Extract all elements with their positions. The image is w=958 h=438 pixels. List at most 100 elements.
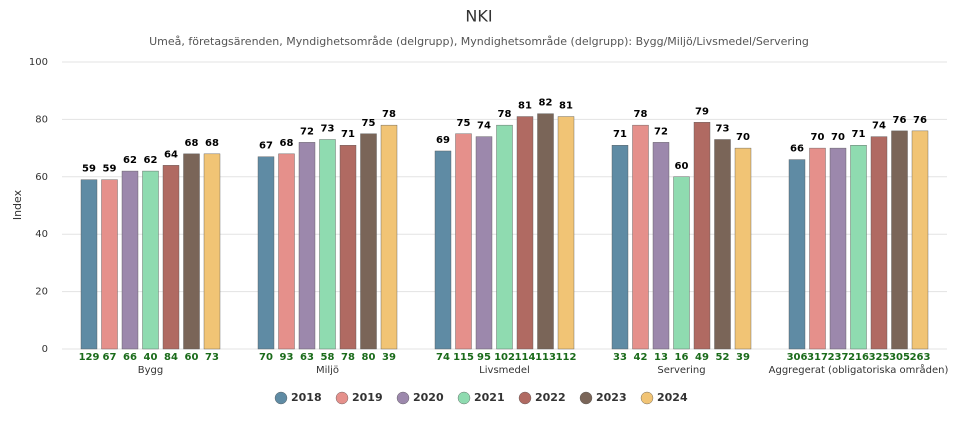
bar [278, 153, 295, 350]
bar [652, 142, 670, 350]
bar [496, 124, 513, 350]
count-label: 115 [453, 352, 474, 363]
legend-label: 2021 [474, 391, 505, 404]
value-label: 69 [436, 135, 450, 146]
bar [80, 179, 98, 350]
bar [714, 139, 731, 350]
value-label: 78 [498, 109, 512, 120]
count-label: 42 [634, 352, 648, 363]
x-tick-label: Livsmedel [479, 365, 530, 376]
count-label: 67 [103, 352, 117, 363]
legend-swatch [640, 391, 654, 405]
count-label: 113 [535, 352, 556, 363]
bar [788, 159, 806, 350]
count-label: 70 [259, 352, 273, 363]
legend-label: 2018 [291, 391, 322, 404]
legend-swatch [518, 391, 532, 405]
x-tick-label: Miljö [316, 365, 339, 376]
value-label: 75 [362, 118, 376, 129]
bar [829, 147, 847, 350]
count-label: 78 [341, 352, 355, 363]
count-label: 80 [362, 352, 376, 363]
x-tick-label: Aggregerat (obligatoriska områden) [769, 363, 949, 376]
value-label: 66 [790, 144, 804, 155]
count-label: 114 [515, 352, 536, 363]
value-label: 59 [82, 164, 96, 175]
value-label: 60 [675, 161, 689, 172]
bar [380, 124, 398, 350]
legend-label: 2019 [352, 391, 383, 404]
count-label: 60 [185, 352, 199, 363]
legend-label: 2022 [535, 391, 566, 404]
bar [360, 133, 377, 350]
y-tick-label: 100 [29, 57, 48, 68]
bar [870, 136, 888, 350]
y-tick-label: 40 [35, 229, 48, 240]
count-label: 73 [205, 352, 219, 363]
value-label: 70 [736, 132, 750, 143]
value-label: 67 [259, 141, 273, 152]
legend-label: 2020 [413, 391, 444, 404]
count-label: 52 [716, 352, 730, 363]
bar [183, 153, 200, 350]
x-tick-label: Bygg [138, 365, 163, 376]
value-label: 73 [716, 123, 730, 134]
chart-title: NKI [465, 7, 492, 26]
count-label: 95 [477, 352, 491, 363]
bar [693, 122, 711, 350]
legend-label: 2023 [596, 391, 627, 404]
count-label: 58 [321, 352, 335, 363]
count-label: 63 [300, 352, 314, 363]
count-label: 306 [787, 352, 808, 363]
value-label: 70 [831, 132, 845, 143]
count-label: 325 [869, 352, 890, 363]
value-label: 62 [123, 155, 137, 166]
bar [142, 170, 159, 350]
legend-swatch [396, 391, 410, 405]
legend-swatch [457, 391, 471, 405]
bar [809, 147, 826, 350]
bar [455, 133, 472, 350]
bar [673, 176, 690, 350]
value-label: 74 [872, 121, 886, 132]
count-label: 66 [123, 352, 137, 363]
value-label: 68 [185, 138, 199, 149]
bar [911, 130, 929, 350]
bar [257, 156, 275, 350]
value-label: 76 [913, 115, 927, 126]
value-label: 76 [893, 115, 907, 126]
count-label: 49 [695, 352, 709, 363]
count-label: 39 [736, 352, 750, 363]
value-label: 78 [634, 109, 648, 120]
value-label: 79 [695, 106, 709, 117]
legend-swatch [335, 391, 349, 405]
value-label: 71 [852, 129, 866, 140]
value-label: 64 [164, 149, 178, 160]
bar [850, 145, 867, 350]
count-label: 216 [848, 352, 869, 363]
count-label: 317 [807, 352, 828, 363]
bar [298, 142, 316, 350]
value-label: 74 [477, 121, 491, 132]
count-label: 74 [436, 352, 450, 363]
value-label: 73 [321, 123, 335, 134]
bar [101, 179, 118, 350]
bar [434, 150, 452, 350]
bar [121, 170, 139, 350]
value-label: 81 [518, 101, 532, 112]
count-label: 39 [382, 352, 396, 363]
bar [203, 153, 221, 350]
count-label: 84 [164, 352, 178, 363]
count-label: 33 [613, 352, 627, 363]
legend-swatch [579, 391, 593, 405]
value-label: 72 [300, 126, 314, 137]
count-label: 93 [280, 352, 294, 363]
bar [537, 113, 554, 350]
y-tick-label: 0 [42, 344, 48, 355]
legend-swatch [274, 391, 288, 405]
bar [319, 139, 336, 350]
count-label: 16 [675, 352, 689, 363]
value-label: 81 [559, 101, 573, 112]
bar [162, 165, 180, 350]
